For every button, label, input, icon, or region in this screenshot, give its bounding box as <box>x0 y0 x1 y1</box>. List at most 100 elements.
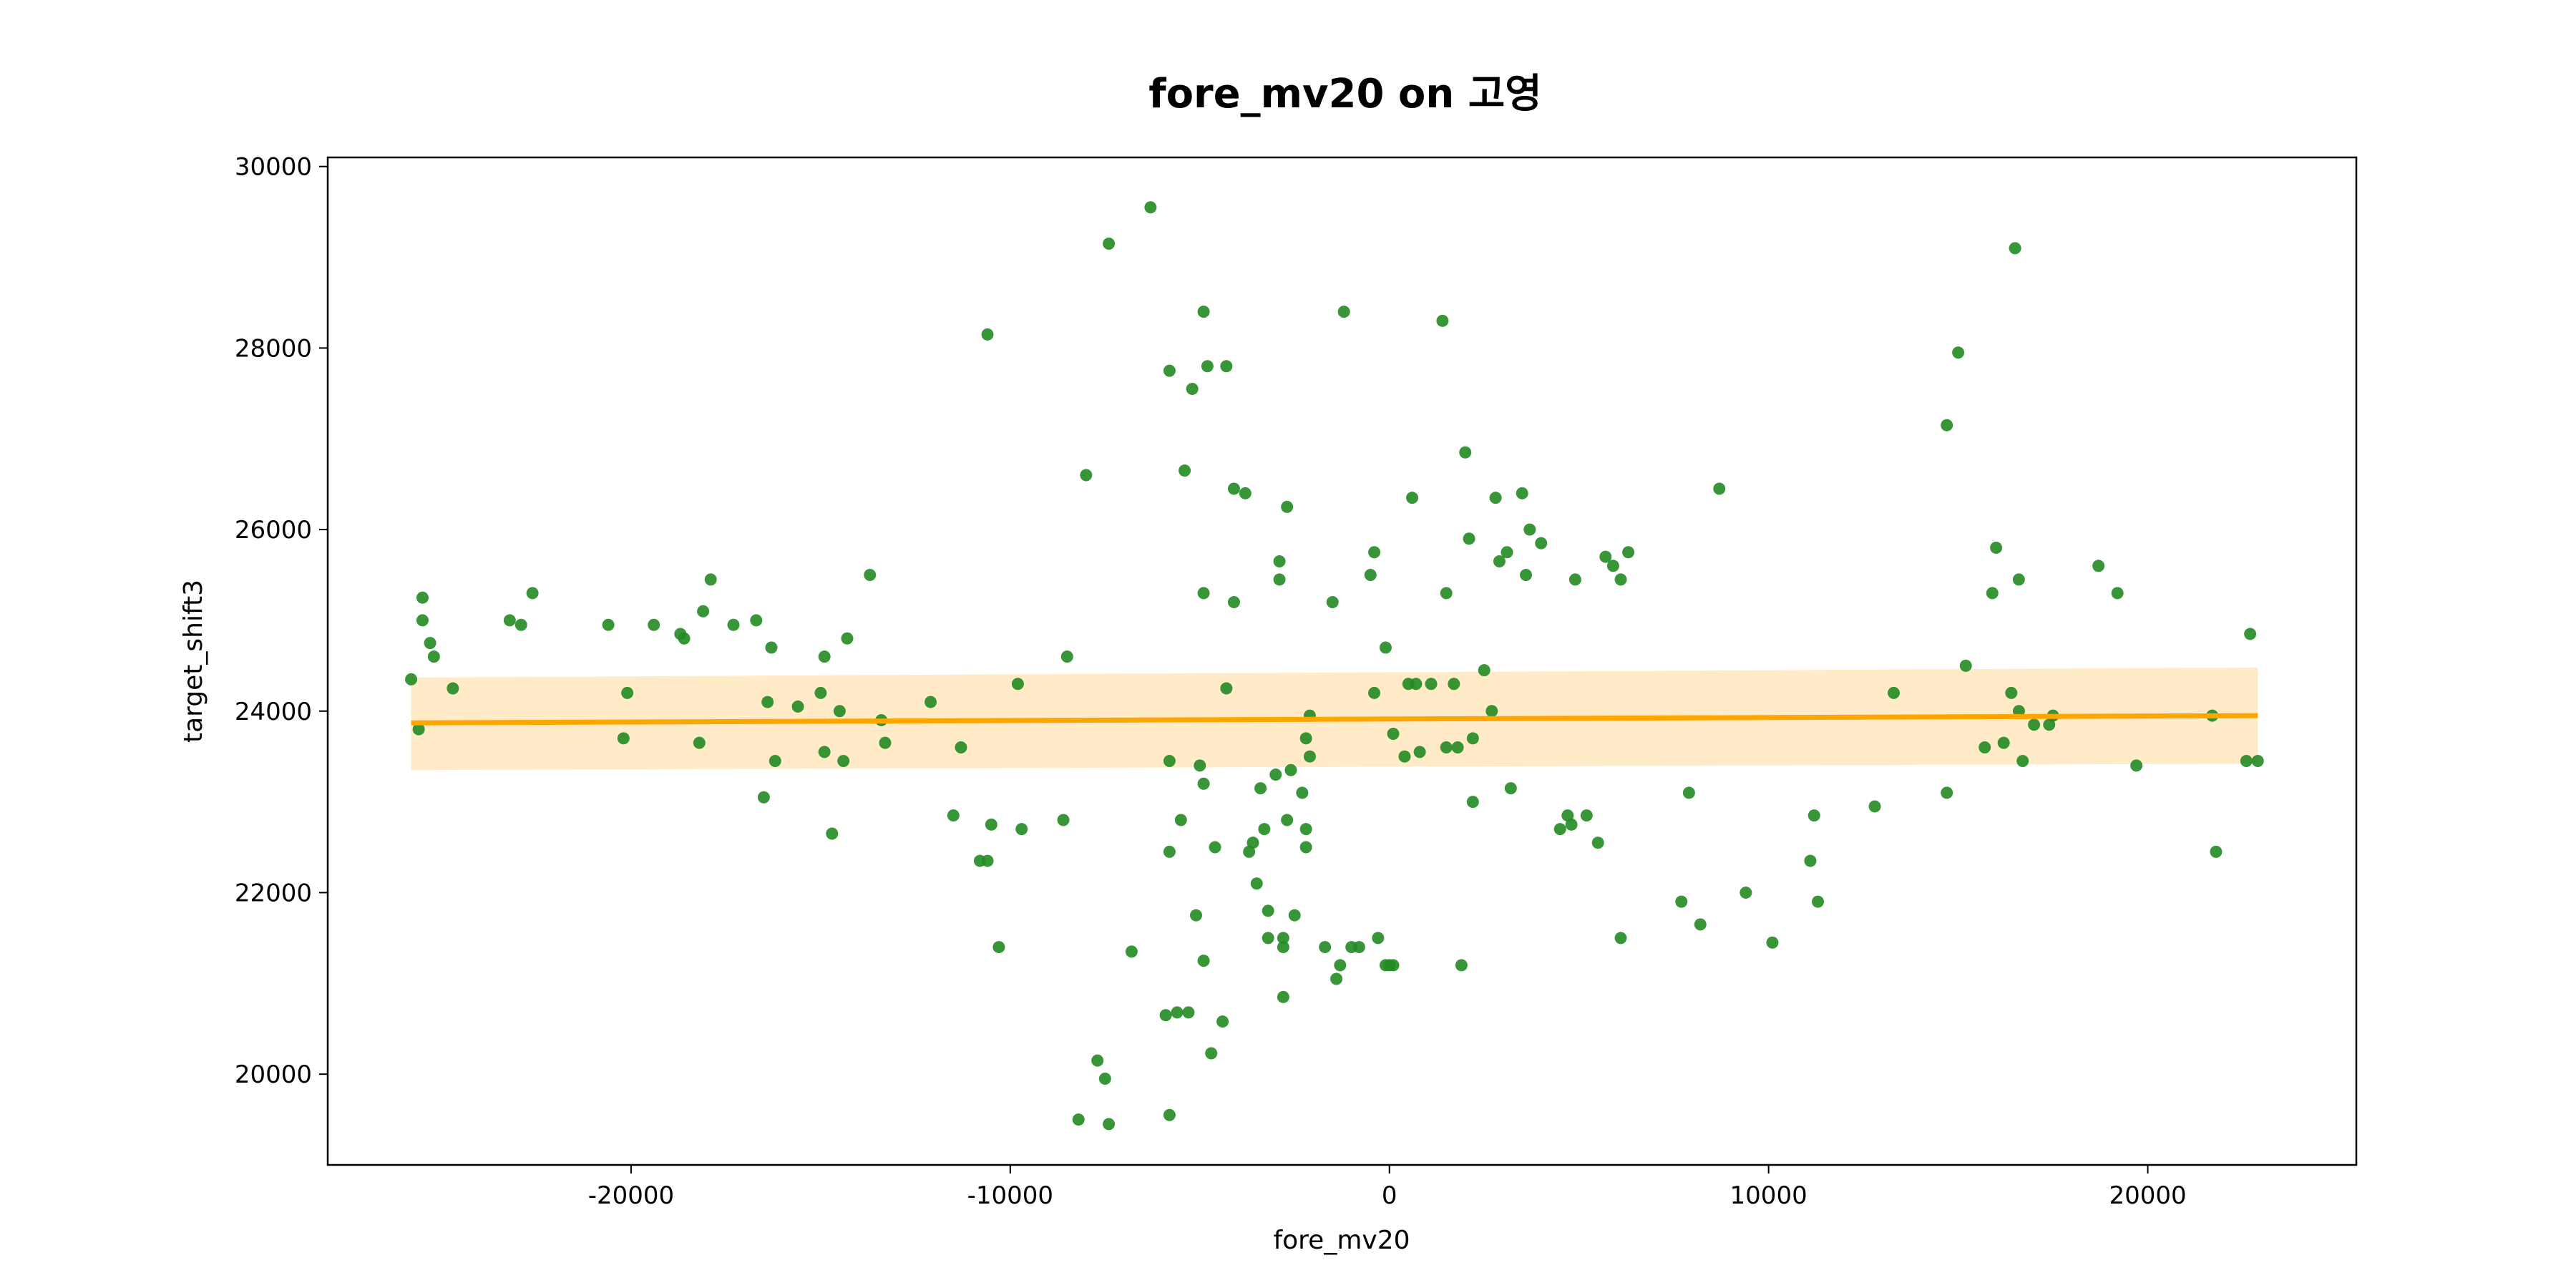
data-point <box>1197 777 1210 790</box>
data-point <box>947 809 960 822</box>
data-point <box>1201 360 1214 373</box>
data-point <box>1713 482 1726 495</box>
data-point <box>1425 678 1438 691</box>
data-point <box>1186 382 1199 395</box>
data-point <box>1057 814 1070 826</box>
data-point <box>1072 1113 1085 1126</box>
data-point <box>833 705 846 718</box>
data-point <box>1455 959 1468 972</box>
data-point <box>1303 750 1316 763</box>
data-point <box>1413 746 1426 758</box>
data-point <box>1205 1047 1218 1060</box>
data-point <box>514 618 527 631</box>
data-point <box>1163 845 1176 858</box>
data-point <box>1163 1108 1176 1121</box>
data-point <box>1501 546 1513 559</box>
data-point <box>1516 487 1528 499</box>
data-point <box>2009 242 2021 255</box>
data-point <box>1091 1054 1104 1067</box>
data-point <box>879 736 892 749</box>
data-point <box>1599 550 1612 563</box>
data-point <box>864 568 877 581</box>
data-point <box>1440 741 1453 754</box>
data-point <box>693 736 706 749</box>
data-point <box>1220 682 1233 695</box>
data-point <box>447 682 459 695</box>
data-point <box>1299 841 1312 854</box>
data-point <box>2092 560 2105 572</box>
data-point <box>1387 727 1400 740</box>
data-point <box>2005 686 2018 699</box>
data-point <box>981 854 994 867</box>
data-point <box>526 587 539 600</box>
data-point <box>1398 750 1411 763</box>
data-point <box>1330 972 1343 985</box>
data-point <box>1675 895 1688 908</box>
y-tick-label: 28000 <box>235 334 312 363</box>
data-point <box>1080 469 1093 482</box>
data-point <box>2016 755 2029 768</box>
data-point <box>1740 886 1752 899</box>
data-point <box>1368 546 1381 559</box>
data-point <box>769 755 781 768</box>
data-point <box>1159 1009 1172 1022</box>
data-point <box>2130 759 2143 772</box>
data-point <box>1959 659 1972 672</box>
data-point <box>1269 769 1282 781</box>
data-point <box>1227 482 1240 495</box>
data-point <box>1299 732 1312 745</box>
data-point <box>1098 1072 1111 1085</box>
regression-line <box>411 713 2258 726</box>
data-point <box>1174 814 1187 826</box>
data-point <box>1334 959 1347 972</box>
data-point <box>1941 419 1953 431</box>
data-point <box>1372 932 1385 945</box>
data-point <box>648 618 660 631</box>
data-point <box>1406 492 1419 504</box>
data-point <box>1387 959 1400 972</box>
data-point <box>427 650 440 663</box>
data-point <box>2210 845 2223 858</box>
data-point <box>1163 755 1176 768</box>
data-point <box>1804 854 1817 867</box>
data-point <box>1568 573 1581 586</box>
data-point <box>1580 809 1593 822</box>
data-point <box>1979 741 1991 754</box>
data-point <box>1281 500 1294 513</box>
data-point <box>992 941 1005 954</box>
y-tick-label: 24000 <box>235 698 312 726</box>
data-point <box>1250 877 1263 890</box>
data-point <box>1466 732 1479 745</box>
data-point <box>704 573 717 586</box>
data-point <box>1299 823 1312 836</box>
chart-title: fore_mv20 on 고영 <box>1148 71 1542 117</box>
data-point <box>1478 664 1491 677</box>
y-axis: 20000 22000 24000 26000 28000 30000 <box>235 153 328 1089</box>
data-point <box>1489 492 1502 504</box>
data-point <box>814 686 827 699</box>
data-point <box>1277 932 1289 945</box>
data-point <box>1565 818 1578 831</box>
data-point <box>1288 909 1301 922</box>
data-point <box>1103 238 1116 250</box>
x-tick-label: 20000 <box>2109 1181 2186 1210</box>
data-point <box>1459 446 1472 459</box>
data-point <box>818 746 831 758</box>
data-point <box>1262 932 1274 945</box>
data-point <box>1440 587 1453 600</box>
data-point <box>621 686 634 699</box>
data-point <box>750 614 763 627</box>
data-point <box>1227 596 1240 609</box>
data-point <box>1125 945 1138 958</box>
data-point <box>1060 650 1073 663</box>
data-point <box>1997 736 2010 749</box>
data-point <box>1103 1118 1116 1131</box>
data-point <box>412 723 425 736</box>
data-point <box>1296 786 1309 799</box>
data-point <box>1451 741 1464 754</box>
data-point <box>981 328 994 341</box>
x-tick-label: -20000 <box>588 1181 674 1210</box>
data-point <box>1239 487 1252 499</box>
